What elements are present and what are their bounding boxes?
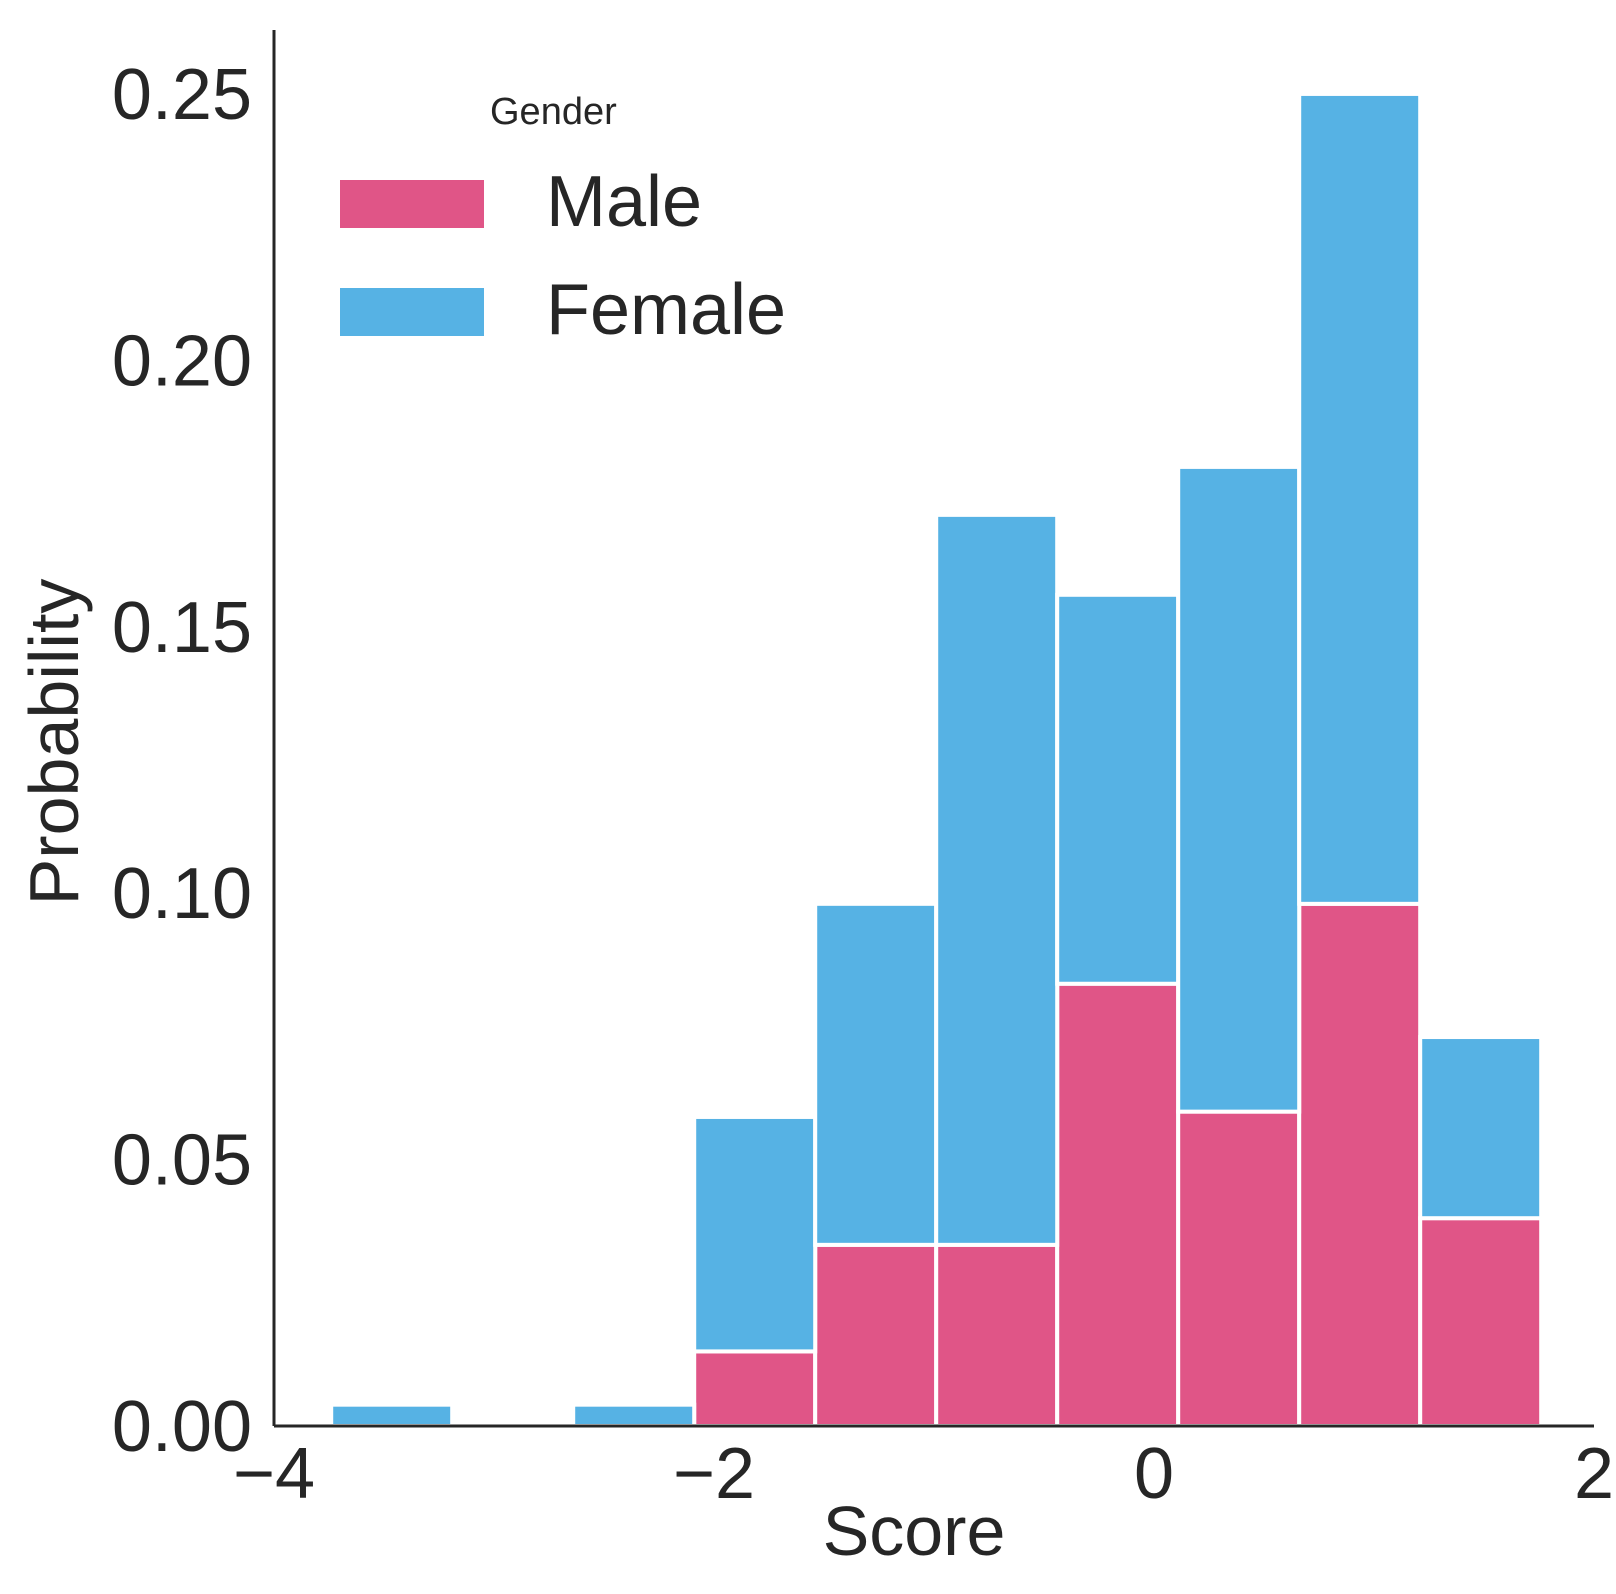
x-tick-label: −4 [233, 1434, 315, 1514]
legend-label-female: Female [546, 270, 786, 350]
bars-group [329, 91, 1544, 1429]
y-tick-labels: 0.00 0.05 0.10 0.15 0.20 0.25 [112, 55, 252, 1467]
bar-male-bin-6 [1055, 981, 1181, 1428]
bar-male-bin-8 [1297, 901, 1423, 1428]
legend-label-male: Male [546, 162, 702, 242]
bar-female-bin-7 [1176, 464, 1302, 1114]
y-tick-label: 0.00 [112, 1387, 252, 1467]
bar-male-bin-3 [692, 1349, 818, 1428]
y-tick-label: 0.25 [112, 55, 252, 135]
bar-female-bin-0 [329, 1402, 455, 1428]
legend-swatch-female [340, 288, 484, 336]
x-tick-label: −2 [673, 1434, 755, 1514]
y-tick-label: 0.15 [112, 588, 252, 668]
x-tick-label: 0 [1134, 1434, 1174, 1514]
legend-swatch-male [340, 180, 484, 228]
x-tick-labels: −4 −2 0 2 [233, 1434, 1614, 1514]
y-tick-label: 0.10 [112, 854, 252, 934]
y-tick-label: 0.20 [112, 321, 252, 401]
legend-title: Gender [490, 91, 617, 133]
bar-male-bin-9 [1418, 1216, 1544, 1429]
bar-female-bin-2 [571, 1402, 697, 1428]
x-axis-title: Score [823, 1492, 1006, 1570]
bar-male-bin-5 [934, 1242, 1060, 1429]
y-tick-label: 0.05 [112, 1121, 252, 1201]
x-tick-label: 2 [1574, 1434, 1614, 1514]
y-axis-title: Probability [15, 579, 93, 906]
legend: Gender Male Female [340, 91, 786, 350]
bar-male-bin-7 [1176, 1109, 1302, 1428]
bar-male-bin-4 [813, 1242, 939, 1429]
bar-female-bin-6 [1055, 592, 1181, 986]
bar-female-bin-5 [934, 512, 1060, 1247]
bar-female-bin-3 [692, 1114, 818, 1354]
bar-female-bin-9 [1418, 1035, 1544, 1221]
bar-female-bin-4 [813, 901, 939, 1247]
bar-female-bin-8 [1297, 91, 1423, 906]
